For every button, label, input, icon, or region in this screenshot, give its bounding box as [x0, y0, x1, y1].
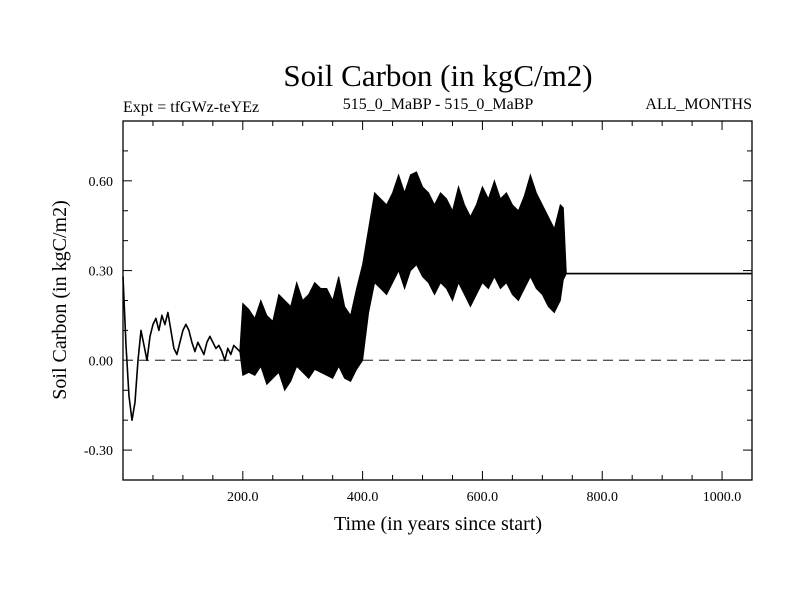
- x-tick-label: 800.0: [586, 490, 618, 505]
- y-tick-label: -0.30: [84, 444, 113, 459]
- y-axis-label: Soil Carbon (in kgC/m2): [49, 200, 71, 399]
- y-tick-label: 0.30: [89, 265, 114, 280]
- soil-carbon-variability-band: [122, 171, 752, 421]
- soil-carbon-series-line: [122, 215, 752, 421]
- y-tick-label: 0.60: [89, 175, 114, 190]
- x-axis-label: Time (in years since start): [334, 513, 542, 535]
- x-tick-label: 1000.0: [703, 490, 742, 505]
- axis-tick-labels: 200.0 400.0 600.0 800.0 1000.0 -0.30 0.00 0.30 0…: [84, 175, 741, 505]
- y-tick-label: 0.00: [89, 354, 114, 369]
- experiment-label: Expt = tfGWz-teYEz: [123, 99, 259, 116]
- axis-ticks: [123, 121, 752, 480]
- chart-title: Soil Carbon (in kgC/m2): [283, 58, 592, 93]
- plot-frame: [122, 120, 753, 481]
- x-tick-label: 600.0: [467, 490, 499, 505]
- x-tick-label: 400.0: [347, 490, 379, 505]
- x-tick-label: 200.0: [227, 490, 259, 505]
- months-label: ALL_MONTHS: [645, 96, 752, 113]
- period-label: 515_0_MaBP - 515_0_MaBP: [343, 96, 534, 113]
